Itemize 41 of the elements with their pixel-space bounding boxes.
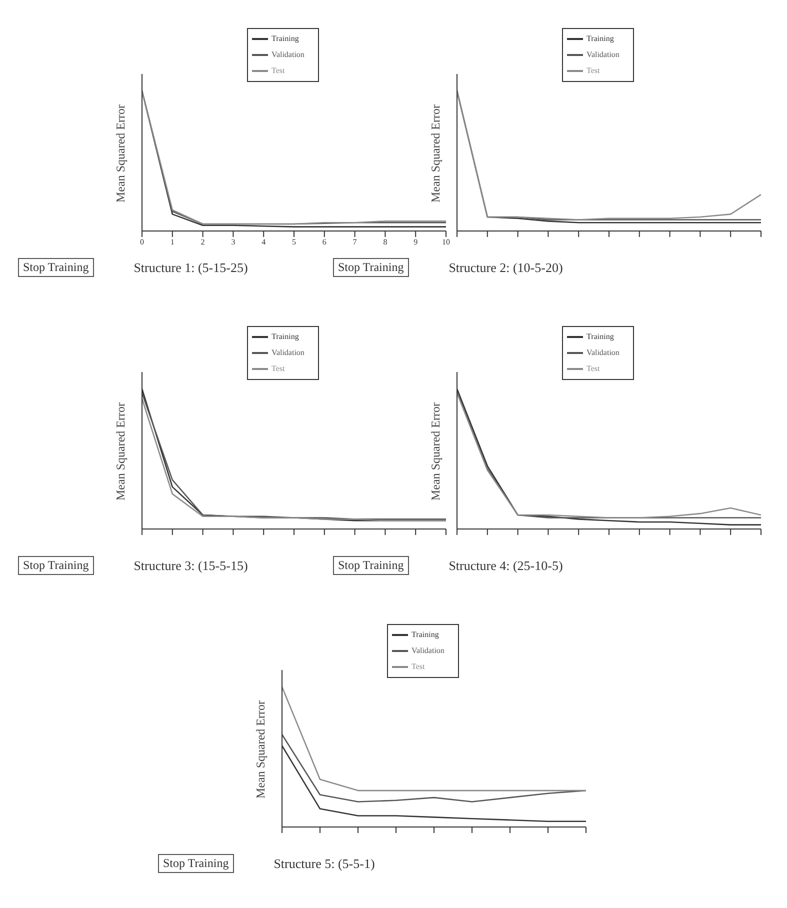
- x-tick-label: 4: [262, 238, 266, 247]
- text: Structure 5: (5-5-1): [274, 856, 375, 872]
- legend-label: Test: [272, 66, 285, 75]
- y-axis-title: Mean Squared Error: [113, 104, 128, 202]
- legend-label: Training: [272, 332, 299, 341]
- text: Stop Training: [158, 854, 234, 873]
- y-axis-title: Mean Squared Error: [113, 402, 128, 500]
- x-tick-label: 8: [383, 238, 388, 247]
- legend-label: Training: [412, 630, 439, 639]
- x-tick-label: 5: [292, 238, 296, 247]
- x-tick-label: 0: [140, 238, 144, 247]
- legend-label: Test: [272, 364, 285, 373]
- text: Stop Training: [333, 556, 409, 575]
- legend-label: Training: [272, 34, 299, 43]
- x-tick-label: 1: [170, 238, 174, 247]
- y-axis-title: Mean Squared Error: [428, 402, 442, 500]
- x-tick-label: 9: [414, 238, 418, 247]
- text: Stop Training: [18, 556, 94, 575]
- text: Stop Training: [333, 258, 409, 277]
- legend-label: Training: [586, 332, 614, 341]
- x-tick-label: 10: [442, 238, 450, 247]
- y-axis-title: Mean Squared Error: [428, 104, 442, 202]
- x-tick-label: 6: [322, 238, 326, 247]
- x-tick-label: 7: [352, 238, 357, 247]
- text: Stop Training: [18, 258, 94, 277]
- legend-label: Test: [586, 364, 600, 373]
- legend-label: Training: [586, 34, 614, 43]
- legend-label: Validation: [412, 646, 444, 655]
- legend-label: Test: [412, 662, 425, 671]
- legend-label: Validation: [272, 50, 304, 59]
- text: Structure 3: (15-5-15): [134, 558, 248, 574]
- text: Structure 4: (25-10-5): [448, 558, 563, 574]
- x-tick-label: 2: [200, 238, 205, 247]
- y-axis-title: Mean Squared Error: [253, 700, 268, 798]
- legend-label: Validation: [586, 50, 620, 59]
- legend-label: Validation: [272, 348, 304, 357]
- legend-label: Validation: [586, 348, 620, 357]
- text: Structure 2: (10-5-20): [448, 260, 563, 276]
- x-tick-label: 3: [231, 238, 236, 247]
- text: Structure 1: (5-15-25): [134, 260, 248, 276]
- legend-label: Test: [586, 66, 600, 75]
